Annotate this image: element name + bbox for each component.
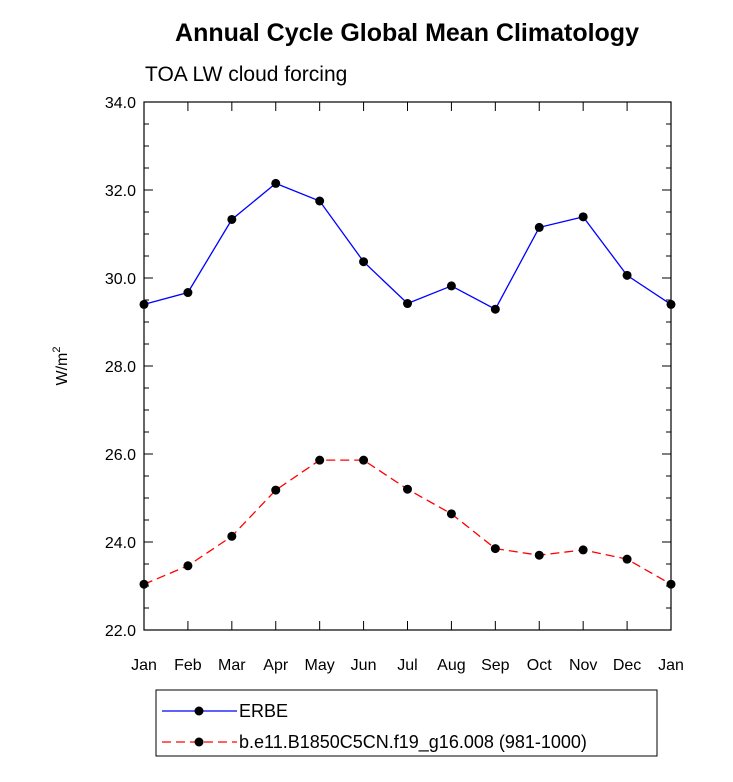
data-point [227, 214, 237, 224]
data-point [403, 299, 412, 309]
x-tick-label: Jun [351, 657, 377, 674]
series-layer [139, 178, 676, 589]
series-line-0 [143, 182, 672, 311]
y-tick-label: 34.0 [105, 95, 136, 112]
data-point [359, 257, 369, 267]
data-point [666, 579, 676, 589]
legend-label-erbe: ERBE [239, 701, 288, 721]
x-tick-label: Aug [437, 657, 465, 674]
chart-title: Annual Cycle Global Mean Climatology [175, 19, 639, 47]
data-point [183, 561, 193, 571]
legend-label-model: b.e11.B1850C5CN.f19_g16.008 (981-1000) [239, 732, 587, 753]
data-point [139, 579, 149, 589]
series-1 [139, 455, 676, 589]
x-tick-labels: Jan Feb Mar Apr May Jun Jul Aug Sep Oct Nov Dec Jan [131, 657, 684, 674]
series-0 [139, 178, 676, 314]
data-point [578, 545, 588, 555]
y-tick-label: 32.0 [105, 183, 136, 200]
x-tick-label: Oct [527, 657, 552, 674]
y-axis-title: W/m2 [51, 347, 71, 386]
legend-box [155, 689, 658, 757]
data-point [315, 196, 325, 206]
data-point [622, 554, 632, 564]
y-axis-label-superscript: 2 [51, 347, 63, 353]
data-point [534, 222, 544, 232]
y-tick-labels: 22.0 24.0 26.0 28.0 30.0 32.0 34.0 [105, 95, 136, 640]
x-tick-label: Dec [613, 657, 641, 674]
data-point [183, 288, 193, 298]
legend-marker-erbe [194, 706, 204, 716]
x-tick-label: Feb [174, 657, 202, 674]
y-tick-label: 24.0 [105, 535, 136, 552]
data-point [490, 304, 500, 314]
x-tick-label: Mar [218, 657, 246, 674]
data-point [359, 455, 369, 465]
legend-marker-model [194, 737, 204, 747]
data-point [271, 178, 281, 188]
data-point [534, 550, 544, 560]
data-point [666, 299, 676, 309]
data-point [315, 455, 325, 465]
data-point [227, 531, 237, 541]
x-tick-label: Jul [397, 657, 417, 674]
data-point [446, 509, 456, 519]
series-line-1 [143, 459, 672, 585]
data-point [446, 281, 456, 291]
legend: ERBE b.e11.B1850C5CN.f19_g16.008 (981-10… [155, 689, 658, 757]
plot-frame [143, 101, 672, 631]
x-tick-label: May [305, 657, 335, 674]
x-tick-label: Sep [481, 657, 510, 674]
data-point [622, 270, 632, 280]
y-tick-label: 22.0 [105, 623, 136, 640]
x-tick-label: Apr [263, 657, 289, 674]
y-tick-label: 26.0 [105, 447, 136, 464]
svg-text:W/m2: W/m2 [51, 347, 71, 386]
data-point [139, 299, 149, 309]
data-point [490, 544, 500, 554]
data-point [403, 484, 412, 494]
y-axis-label: W/m [54, 353, 71, 386]
y-tick-label: 30.0 [105, 271, 136, 288]
chart-subtitle: TOA LW cloud forcing [145, 63, 347, 86]
x-tick-label: Nov [569, 657, 597, 674]
data-point [271, 485, 281, 495]
data-point [578, 212, 588, 222]
x-tick-label: Jan [658, 657, 684, 674]
y-tick-label: 28.0 [105, 359, 136, 376]
x-tick-label: Jan [131, 657, 157, 674]
axis-ticks [143, 101, 672, 631]
